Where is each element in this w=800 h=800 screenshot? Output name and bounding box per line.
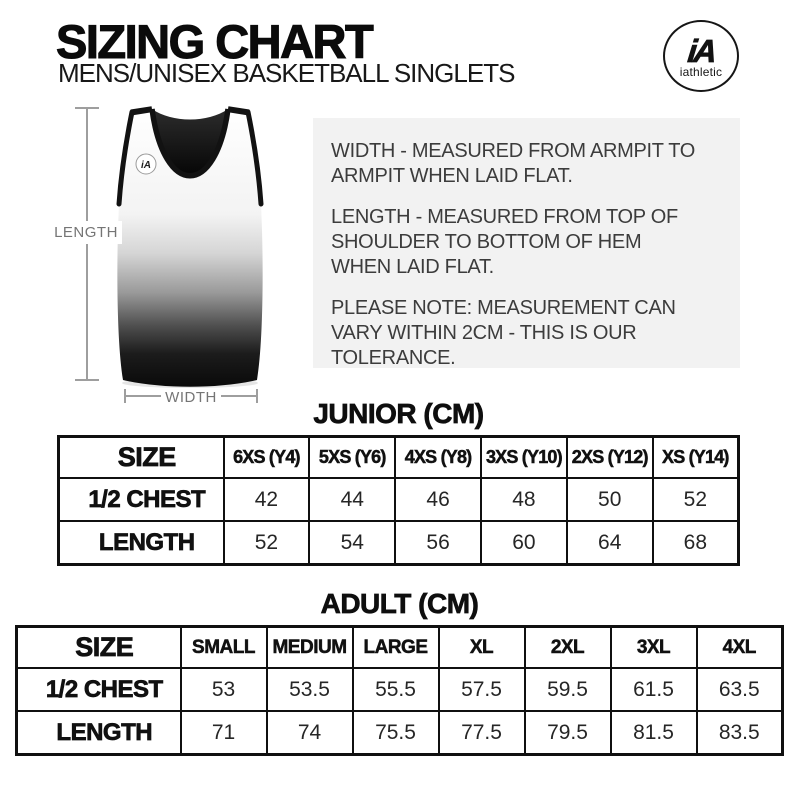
measurement-notes: WIDTH - MEASURED FROM ARMPIT TO ARMPIT WH… xyxy=(313,118,740,371)
size-column-label: 5XS (Y6) xyxy=(308,435,397,479)
size-column-label: 2XL xyxy=(523,625,612,669)
size-value-cell: 55.5 xyxy=(351,667,440,712)
size-value-cell: 56 xyxy=(394,520,482,566)
size-value-cell: 42 xyxy=(222,477,311,522)
junior-size-section: JUNIOR (CM) SIZE 6XS (Y4) 5XS (Y6) 4XS (Y8)… xyxy=(57,398,740,566)
size-value-cell: 83.5 xyxy=(695,710,784,756)
singlet-neck-opening xyxy=(152,109,228,176)
page-subtitle: MENS/UNISEX BASKETBALL SINGLETS xyxy=(58,58,515,88)
length-label: LENGTH xyxy=(50,221,122,244)
size-column-label: 4XL xyxy=(695,625,784,669)
size-value-cell: 74 xyxy=(265,710,354,756)
size-value-cell: 63.5 xyxy=(695,667,784,712)
size-value-cell: 71 xyxy=(179,710,268,756)
size-column-label: MEDIUM xyxy=(265,625,354,669)
right-armhole-trim xyxy=(245,109,264,207)
neck-trim xyxy=(149,108,231,179)
size-column-label: 3XL xyxy=(609,625,698,669)
size-column-label: SMALL xyxy=(179,625,268,669)
junior-table-title: JUNIOR (CM) xyxy=(313,398,484,429)
length-measure-bottom-cap xyxy=(75,379,99,381)
size-value-cell: 53 xyxy=(179,667,268,712)
left-armhole-trim xyxy=(116,109,135,207)
length-measure-top-cap xyxy=(75,107,99,109)
chest-logo-icon xyxy=(135,153,157,175)
size-value-cell: 50 xyxy=(565,477,654,522)
singlet-body xyxy=(117,109,263,387)
note-line: VARY WITHIN 2CM - THIS IS OUR xyxy=(331,322,637,344)
page-title: SIZING CHART xyxy=(55,14,374,68)
size-value-cell: 48 xyxy=(479,477,568,522)
note-line: TOLERANCE. xyxy=(331,347,456,369)
measurement-row-label: LENGTH xyxy=(15,710,182,756)
size-column-label: 2XS (Y12) xyxy=(565,435,654,479)
note-paragraph: LENGTH - MEASURED FROM TOP OF SHOULDER TO… xyxy=(331,205,722,280)
measurement-row-label: 1/2 CHEST xyxy=(15,667,182,712)
size-value-cell: 79.5 xyxy=(523,710,612,756)
left-shoulder-trim xyxy=(130,106,153,116)
singlet-image: iA xyxy=(116,106,264,388)
size-column-header: SIZE xyxy=(15,625,182,669)
width-label: WIDTH xyxy=(161,388,221,407)
width-measure-left-cap xyxy=(124,389,126,403)
table-row: 1/2 CHEST 42 44 46 48 50 52 xyxy=(57,477,740,522)
size-value-cell: 54 xyxy=(308,520,397,566)
note-line: WHEN LAID FLAT. xyxy=(331,256,494,278)
size-value-cell: 77.5 xyxy=(437,710,526,756)
size-column-label: 6XS (Y4) xyxy=(222,435,311,479)
table-row: LENGTH 71 74 75.5 77.5 79.5 81.5 83.5 xyxy=(15,710,784,756)
table-header-row: SIZE 6XS (Y4) 5XS (Y6) 4XS (Y8) 3XS (Y10) 2XS… xyxy=(57,435,740,479)
adult-table-title: ADULT (CM) xyxy=(320,588,479,619)
size-value-cell: 61.5 xyxy=(609,667,698,712)
size-value-cell: 59.5 xyxy=(523,667,612,712)
size-value-cell: 81.5 xyxy=(609,710,698,756)
iathletic-logo-mark: iA xyxy=(686,32,717,69)
size-value-cell: 52 xyxy=(651,477,740,522)
size-column-label: XL xyxy=(437,625,526,669)
note-line: LENGTH - MEASURED FROM TOP OF xyxy=(331,206,678,228)
table-row: LENGTH 52 54 56 60 64 68 xyxy=(57,520,740,566)
right-shoulder-trim xyxy=(227,106,250,116)
size-value-cell: 68 xyxy=(651,520,740,566)
size-value-cell: 64 xyxy=(565,520,654,566)
note-line: SHOULDER TO BOTTOM OF HEM xyxy=(331,231,642,253)
iathletic-logo-icon: iA iathletic xyxy=(663,20,739,92)
size-value-cell: 53.5 xyxy=(265,667,354,712)
note-paragraph: PLEASE NOTE: MEASUREMENT CAN VARY WITHIN … xyxy=(331,296,722,371)
size-value-cell: 46 xyxy=(394,477,482,522)
table-header-row: SIZE SMALL MEDIUM LARGE XL 2XL 3XL 4XL xyxy=(15,625,784,669)
size-value-cell: 60 xyxy=(479,520,568,566)
adult-size-section: ADULT (CM) SIZE SMALL MEDIUM LARGE XL 2XL 3XL 4… xyxy=(15,588,784,756)
size-column-label: 3XS (Y10) xyxy=(479,435,568,479)
junior-size-table: SIZE 6XS (Y4) 5XS (Y6) 4XS (Y8) 3XS (Y10) 2XS… xyxy=(57,435,740,566)
note-paragraph: WIDTH - MEASURED FROM ARMPIT TO ARMPIT WH… xyxy=(331,139,722,189)
size-column-label: XS (Y14) xyxy=(651,435,740,479)
size-value-cell: 44 xyxy=(308,477,397,522)
size-value-cell: 75.5 xyxy=(351,710,440,756)
measurement-row-label: LENGTH xyxy=(57,520,225,566)
chest-logo-mark: iA xyxy=(141,160,151,171)
iathletic-logo-text: iathletic xyxy=(679,64,723,79)
note-line: PLEASE NOTE: MEASUREMENT CAN xyxy=(331,297,676,319)
size-column-label: 4XS (Y8) xyxy=(394,435,482,479)
size-value-cell: 52 xyxy=(222,520,311,566)
table-row: 1/2 CHEST 53 53.5 55.5 57.5 59.5 61.5 63.5 xyxy=(15,667,784,712)
note-line: WIDTH - MEASURED FROM ARMPIT TO xyxy=(331,140,696,162)
measurement-row-label: 1/2 CHEST xyxy=(57,477,225,522)
size-value-cell: 57.5 xyxy=(437,667,526,712)
size-column-label: LARGE xyxy=(351,625,440,669)
size-column-header: SIZE xyxy=(57,435,225,479)
note-line: ARMPIT WHEN LAID FLAT. xyxy=(331,165,573,187)
length-measure-line xyxy=(86,108,88,381)
adult-size-table: SIZE SMALL MEDIUM LARGE XL 2XL 3XL 4XL 1/2 CHEST… xyxy=(15,625,784,756)
width-measure-right-cap xyxy=(256,389,258,403)
